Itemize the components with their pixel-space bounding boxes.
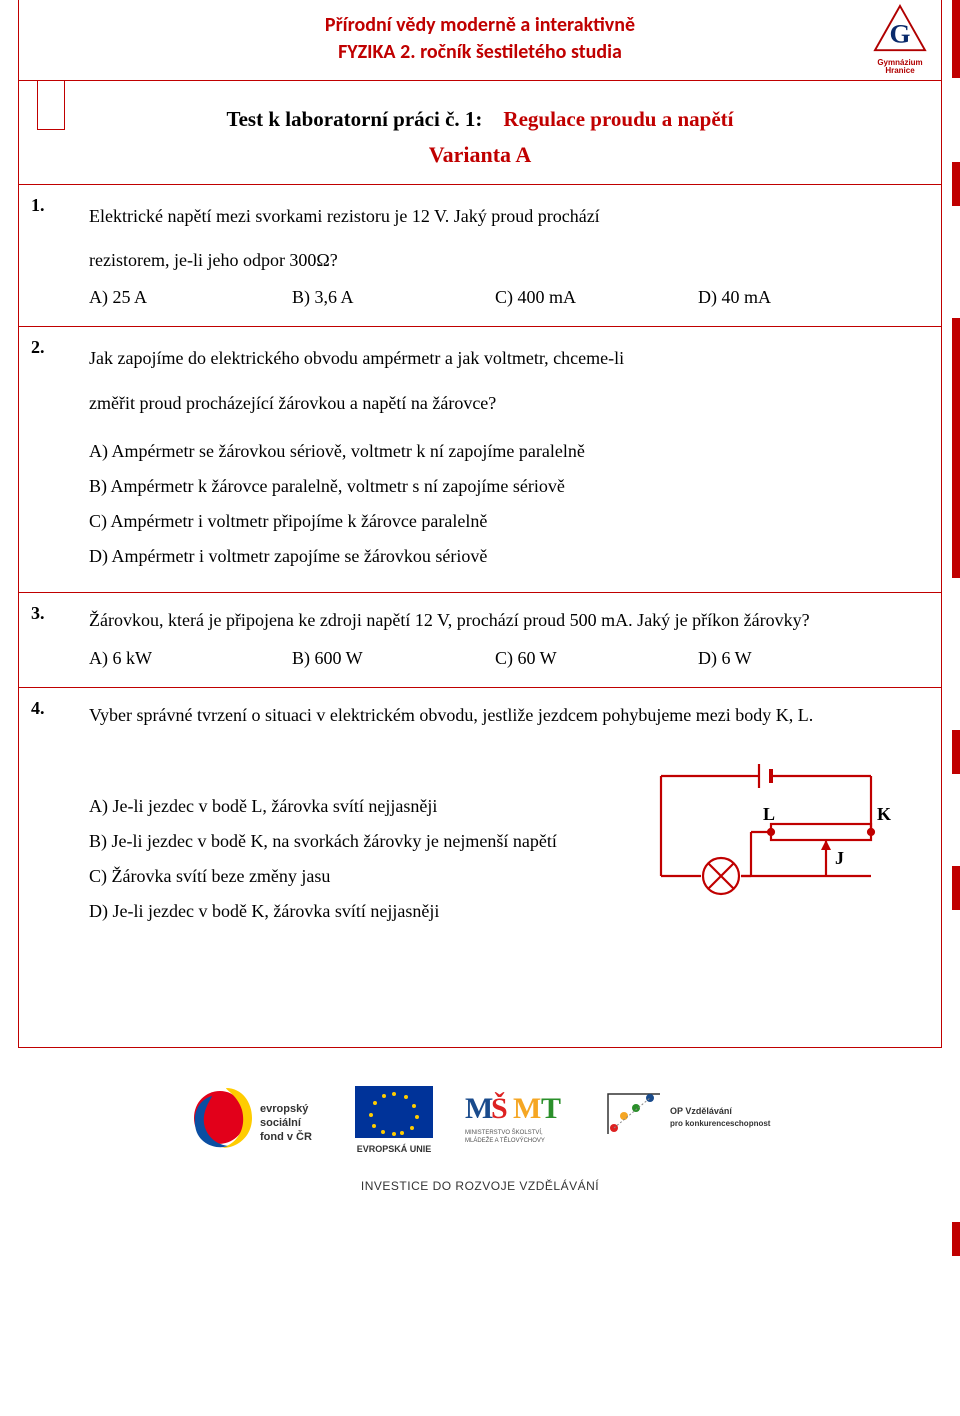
eu-funding-logos-icon: evropský sociální fond v ČR EVROPSKÁ UNI… bbox=[180, 1078, 780, 1168]
q2-optC: C) Ampérmetr i voltmetr připojíme k žáro… bbox=[89, 504, 901, 539]
q4-text: Vyber správné tvrzení o situaci v elektr… bbox=[89, 702, 901, 729]
q3-optD: D) 6 W bbox=[698, 648, 901, 669]
logo-triangle-icon: G bbox=[871, 4, 929, 54]
q3-optA: A) 6 kW bbox=[89, 648, 292, 669]
q3-optC: C) 60 W bbox=[495, 648, 698, 669]
opvk-line2: pro konkurenceschopnost bbox=[670, 1119, 771, 1128]
eu-caption: EVROPSKÁ UNIE bbox=[357, 1144, 432, 1154]
q2-number: 2. bbox=[31, 337, 45, 358]
q3-optB: B) 600 W bbox=[292, 648, 495, 669]
accent-bar bbox=[952, 318, 960, 578]
accent-bar bbox=[952, 162, 960, 206]
q3-number: 3. bbox=[31, 603, 45, 624]
svg-text:G: G bbox=[890, 18, 911, 48]
q1-text-line1: Elektrické napětí mezi svorkami rezistor… bbox=[89, 199, 901, 233]
title-lab: Test k laboratorní práci č. 1: bbox=[227, 107, 483, 131]
q2-optB: B) Ampérmetr k žárovce paralelně, voltme… bbox=[89, 469, 901, 504]
accent-bar bbox=[952, 0, 960, 78]
school-logo: G Gymnázium Hranice bbox=[865, 4, 935, 76]
esf-line2: sociální bbox=[260, 1117, 302, 1129]
accent-bar bbox=[952, 1222, 960, 1256]
q3-text: Žárovkou, která je připojena ke zdroji n… bbox=[89, 607, 901, 634]
test-title: Test k laboratorní práci č. 1: Regulace … bbox=[59, 107, 901, 132]
title-block: Test k laboratorní práci č. 1: Regulace … bbox=[18, 81, 942, 185]
q2-optA: A) Ampérmetr se žárovkou sériově, voltme… bbox=[89, 434, 901, 469]
q4-number: 4. bbox=[31, 698, 45, 719]
svg-text:M: M bbox=[465, 1092, 493, 1125]
q2-options: A) Ampérmetr se žárovkou sériově, voltme… bbox=[89, 434, 901, 574]
header-line2: FYZIKA 2. ročník šestiletého studia bbox=[99, 39, 861, 66]
q1-optB: B) 3,6 A bbox=[292, 287, 495, 308]
q1-optD: D) 40 mA bbox=[698, 287, 901, 308]
question-4: 4. Vyber správné tvrzení o situaci v ele… bbox=[18, 688, 942, 1048]
svg-text:MINISTERSTVO ŠKOLSTVÍ,: MINISTERSTVO ŠKOLSTVÍ, bbox=[465, 1129, 543, 1136]
svg-text:Š: Š bbox=[491, 1092, 508, 1125]
circuit-diagram: L K J bbox=[641, 756, 891, 906]
q1-number: 1. bbox=[31, 195, 45, 216]
question-3: 3. Žárovkou, která je připojena ke zdroj… bbox=[18, 593, 942, 688]
q2-text-line1: Jak zapojíme do elektrického obvodu ampé… bbox=[89, 341, 901, 375]
accent-bar bbox=[952, 730, 960, 774]
q1-optA: A) 25 A bbox=[89, 287, 292, 308]
esf-line1: evropský bbox=[260, 1103, 309, 1115]
accent-bar bbox=[952, 866, 960, 910]
title-topic: Regulace proudu a napětí bbox=[503, 107, 733, 131]
circuit-label-L: L bbox=[763, 804, 775, 824]
footer-logos: evropský sociální fond v ČR EVROPSKÁ UNI… bbox=[180, 1078, 780, 1193]
document-header: Přírodní vědy moderně a interaktivně FYZ… bbox=[18, 0, 942, 81]
q2-text-line2: změřit proud procházející žárovkou a nap… bbox=[89, 386, 901, 420]
q1-options: A) 25 A B) 3,6 A C) 400 mA D) 40 mA bbox=[89, 287, 901, 308]
q3-options: A) 6 kW B) 600 W C) 60 W D) 6 W bbox=[89, 648, 901, 669]
svg-text:T: T bbox=[541, 1092, 561, 1125]
q1-optC: C) 400 mA bbox=[495, 287, 698, 308]
header-line1: Přírodní vědy moderně a interaktivně bbox=[99, 12, 861, 39]
q1-text-line2: rezistorem, je-li jeho odpor 300Ω? bbox=[89, 243, 901, 277]
question-2: 2. Jak zapojíme do elektrického obvodu a… bbox=[18, 327, 942, 593]
circuit-label-K: K bbox=[877, 804, 891, 824]
svg-text:MLÁDEŽE A TĚLOVÝCHOVY: MLÁDEŽE A TĚLOVÝCHOVY bbox=[465, 1136, 545, 1144]
page: Přírodní vědy moderně a interaktivně FYZ… bbox=[0, 0, 960, 1416]
variant-label: Varianta A bbox=[59, 142, 901, 168]
esf-line3: fond v ČR bbox=[260, 1130, 312, 1143]
logo-text-bottom: Hranice bbox=[865, 67, 935, 75]
footer-caption: INVESTICE DO ROZVOJE VZDĚLÁVÁNÍ bbox=[180, 1179, 780, 1193]
opvk-line1: OP Vzdělávání bbox=[670, 1106, 732, 1116]
question-1: 1. Elektrické napětí mezi svorkami rezis… bbox=[18, 185, 942, 327]
circuit-label-J: J bbox=[835, 848, 844, 868]
svg-text:M: M bbox=[513, 1092, 541, 1125]
q2-optD: D) Ampérmetr i voltmetr zapojíme se žáro… bbox=[89, 539, 901, 574]
